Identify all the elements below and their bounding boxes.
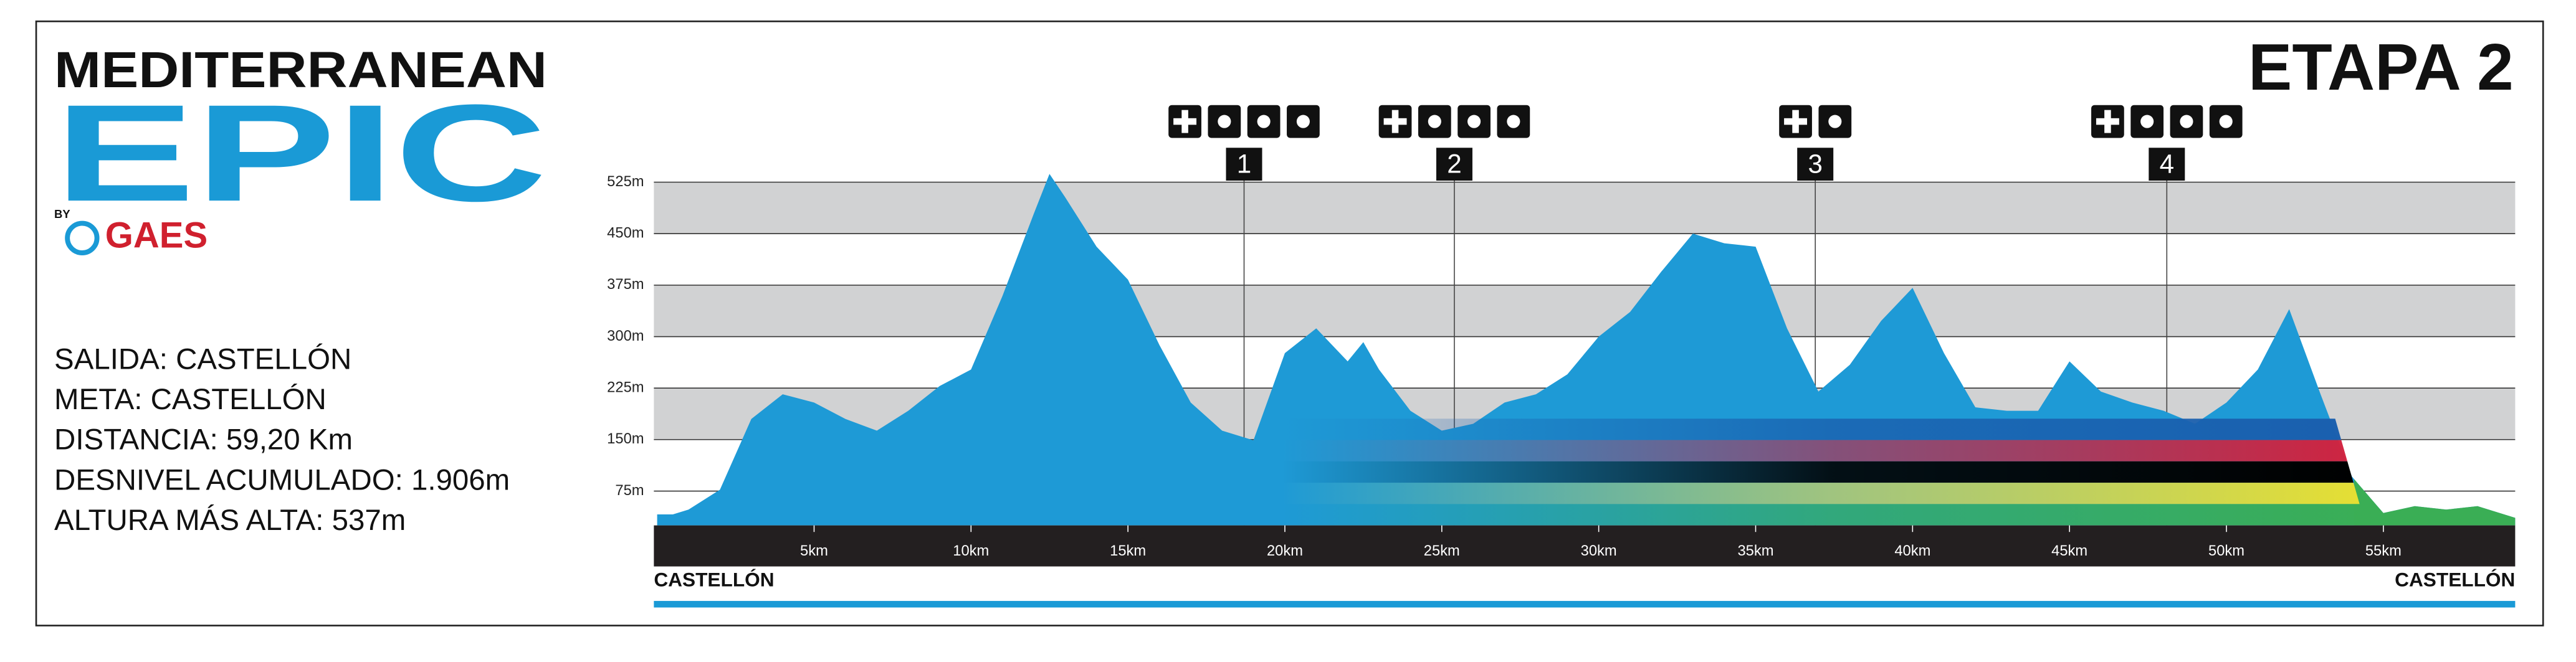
info-line: SALIDA: CASTELLÓN [54,343,351,376]
station-box [1226,148,1262,181]
x-tick-label: 5km [800,543,828,559]
km-band [654,525,2516,567]
info-line: DESNIVEL ACUMULADO: 1.906m [54,463,510,496]
y-tick-label: 525m [607,174,644,190]
info-line: DISTANCIA: 59,20 Km [54,423,353,456]
x-tick-label: 55km [2365,543,2402,559]
icon-glyph [2219,115,2233,128]
icon-glyph [1428,115,1441,128]
end-label: CASTELLÓN [2395,569,2515,591]
stripe [1281,504,2366,526]
stripe [1281,483,2366,504]
x-tick-label: 15km [1110,543,1146,559]
info-line: ALTURA MÁS ALTA: 537m [54,504,406,537]
y-tick-label: 450m [607,225,644,241]
y-tick-label: 150m [607,431,644,447]
x-tick-label: 25km [1424,543,1460,559]
bottom-rule [654,600,2516,608]
icon-glyph [1218,115,1231,128]
icon-cross [2096,118,2119,125]
station-box [2149,148,2185,181]
y-tick-label: 225m [607,379,644,395]
brand-sponsor: GAES [105,215,208,256]
icon-cross [1173,118,1197,125]
info-block: SALIDA: CASTELLÓN META: CASTELLÓN DISTANCI… [54,343,510,537]
start-label: CASTELLÓN [654,569,774,591]
station-box [1797,148,1834,181]
stripe [1281,461,2366,483]
elevation-finish [2354,479,2516,526]
station-label: 3 [1808,149,1822,178]
stripe [1281,440,2366,461]
finish-stripes [1281,418,2366,526]
icon-cross [1383,118,1407,125]
stage-title: ETAPA 2 [2248,31,2514,104]
sponsor-icon [65,220,100,255]
icon-glyph [1507,115,1520,128]
plot: 75m 150m 225m 300m 375m 450m 525m 1 2 3 4 [607,105,2516,526]
brand-line1: MEDITERRANEAN [54,42,547,98]
x-tick-label: 50km [2208,543,2244,559]
station-label: 4 [2160,149,2174,178]
station-label: 1 [1237,149,1251,178]
grid-band [654,182,2516,234]
x-tick-label: 20km [1267,543,1303,559]
stripe [1281,418,2366,440]
info-line: META: CASTELLÓN [54,382,327,416]
icon-glyph [1467,115,1481,128]
icon-glyph [1296,115,1310,128]
icon-glyph [1828,115,1842,128]
station-box [1436,148,1472,181]
x-tick-label: 35km [1737,543,1773,559]
icon-glyph [2140,115,2154,128]
icon-cross [1784,118,1808,125]
brand-by: BY [54,207,70,220]
icon-glyph [1257,115,1271,128]
x-tick-label: 30km [1581,543,1617,559]
x-tick-label: 40km [1894,543,1930,559]
y-tick-label: 300m [607,328,644,344]
y-tick-label: 75m [615,483,644,499]
x-tick-label: 45km [2051,543,2087,559]
x-tick-label: 10km [953,543,989,559]
grid-band [654,285,2516,337]
icon-glyph [2180,115,2193,128]
y-tick-label: 375m [607,277,644,293]
brand-line2: EPIC [54,76,547,230]
station-label: 2 [1447,149,1461,178]
